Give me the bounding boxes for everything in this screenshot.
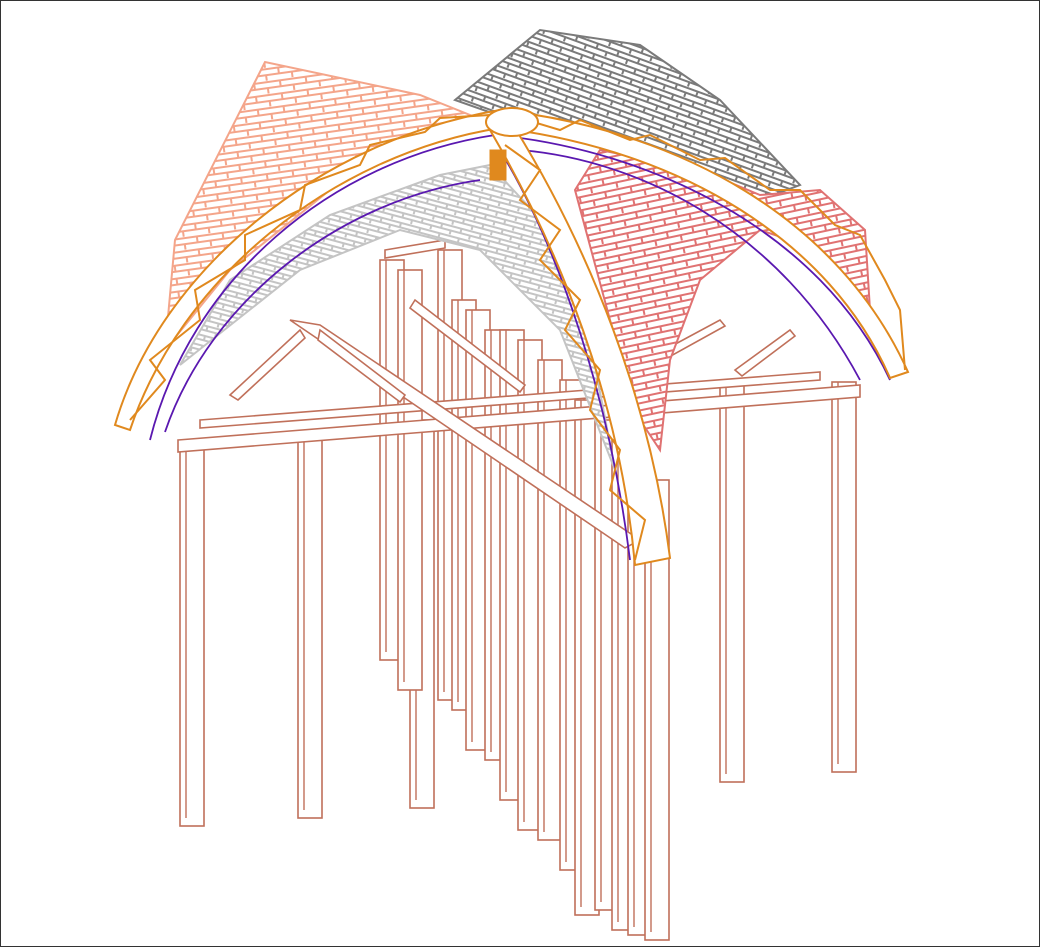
boss — [485, 107, 539, 137]
brace — [317, 328, 407, 404]
purple-rib — [519, 149, 861, 381]
brace — [408, 298, 527, 394]
brace — [733, 328, 797, 378]
column — [719, 384, 745, 783]
vault-salmon — [163, 60, 473, 354]
column — [537, 359, 563, 841]
purple-rib — [164, 179, 481, 433]
rib-truss — [129, 114, 491, 421]
brace — [384, 239, 446, 259]
column — [831, 381, 857, 773]
column — [397, 269, 423, 691]
columns — [179, 249, 857, 941]
column — [179, 447, 205, 827]
column — [297, 439, 323, 819]
rib-truss — [519, 117, 906, 371]
orange-rib — [488, 126, 672, 567]
boss-post — [489, 149, 507, 181]
rib-truss — [504, 144, 647, 561]
ribs — [113, 107, 910, 567]
brace — [228, 328, 307, 402]
orange-rib — [113, 108, 910, 432]
